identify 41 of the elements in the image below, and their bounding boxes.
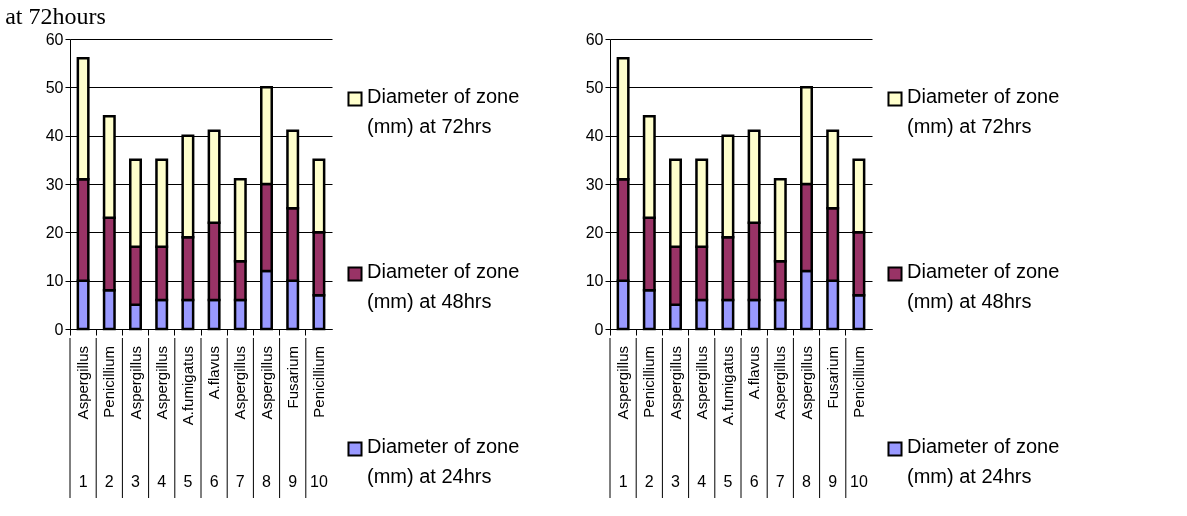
legend-label: Diameter of zone (mm) at 72hrs [367, 85, 520, 137]
y-tick-label: 30 [585, 175, 604, 193]
legend-label: Diameter of zone (mm) at 24hrs [907, 435, 1060, 487]
y-tick-label: 40 [45, 127, 64, 145]
y-tick-label: 10 [45, 272, 64, 290]
y-tick-label: 20 [585, 223, 604, 241]
category-label: Penicillium 2 [100, 346, 118, 490]
y-tick-label: 0 [54, 320, 64, 338]
category-label: A.fumigatus 5 [718, 346, 736, 490]
legend-label: Diameter of zone (mm) at 48hrs [367, 260, 520, 312]
category-label: Aspergillus 3 [666, 346, 684, 490]
category-label: Fusarium 9 [823, 346, 841, 490]
legend-label: Diameter of zone (mm) at 48hrs [907, 260, 1060, 312]
category-label: Aspergillus 1 [74, 346, 92, 490]
y-tick-label: 60 [585, 30, 604, 48]
y-tick-label: 30 [45, 175, 64, 193]
y-tick-label: 20 [45, 223, 64, 241]
category-label: Aspergillus 8 [797, 346, 815, 490]
legend-label: Diameter of zone (mm) at 24hrs [367, 435, 520, 487]
category-label: Aspergillus 3 [126, 346, 144, 490]
y-tick-label: 0 [594, 320, 604, 338]
category-label: Aspergillus 1 [614, 346, 632, 490]
category-label: Aspergillus 4 [152, 346, 170, 490]
category-label: A.flavus 6 [745, 346, 763, 490]
legend-label: Diameter of zone (mm) at 72hrs [907, 85, 1060, 137]
y-tick-label: 50 [585, 78, 604, 96]
category-label: Fusarium 9 [283, 346, 301, 490]
category-label: Aspergillus 8 [257, 346, 275, 490]
category-label: Aspergillus 7 [231, 346, 249, 490]
category-label: A.fumigatus 5 [178, 346, 196, 490]
y-tick-label: 60 [45, 30, 64, 48]
category-label: A.flavus 6 [205, 346, 223, 490]
category-label: Penicillium 10 [849, 346, 868, 490]
category-label: Aspergillus 4 [692, 346, 710, 490]
y-tick-label: 40 [585, 127, 604, 145]
y-tick-label: 10 [585, 272, 604, 290]
chart-title: at 72hours [5, 3, 106, 29]
category-label: Penicillium 2 [640, 346, 658, 490]
category-label: Penicillium 10 [309, 346, 328, 490]
category-label: Aspergillus 7 [771, 346, 789, 490]
y-tick-label: 50 [45, 78, 64, 96]
